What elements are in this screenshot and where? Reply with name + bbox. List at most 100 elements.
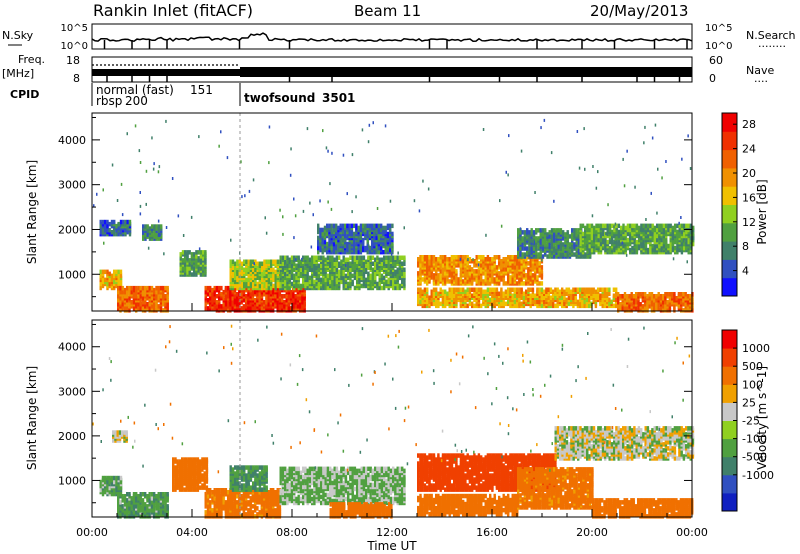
heatmap-cell — [385, 269, 388, 275]
heatmap-cell — [119, 219, 123, 225]
heatmap-cell — [360, 261, 363, 266]
heatmap-cell — [678, 231, 681, 237]
heatmap-cell — [391, 241, 394, 247]
heatmap-cell — [386, 245, 390, 251]
heatmap-cell — [620, 241, 623, 247]
heatmap-cell — [489, 277, 492, 282]
heatmap-cell — [245, 277, 248, 283]
heatmap-cell — [562, 252, 565, 257]
heatmap-cell — [369, 255, 372, 260]
heatmap-cell — [360, 283, 363, 289]
heatmap-cell — [611, 229, 614, 235]
scatter-cell — [295, 258, 297, 262]
heatmap-cell — [675, 296, 678, 301]
heatmap-cell — [521, 230, 524, 235]
heatmap-cell — [527, 261, 530, 266]
heatmap-cell — [139, 300, 142, 305]
heatmap-cell — [608, 301, 611, 307]
heatmap-cell — [548, 234, 551, 239]
heatmap-cell — [324, 257, 327, 262]
heatmap-cell — [108, 231, 111, 237]
heatmap-cell — [683, 233, 686, 239]
heatmap-cell — [471, 259, 474, 264]
heatmap-cell — [678, 223, 681, 229]
heatmap-cell — [475, 301, 478, 307]
heatmap-cell — [507, 255, 510, 260]
heatmap-cell — [338, 269, 341, 275]
scatter-cell — [367, 140, 370, 144]
heatmap-cell — [588, 227, 591, 233]
heatmap-cell — [453, 287, 456, 292]
heatmap-cell — [251, 289, 255, 295]
heatmap-cell — [575, 228, 578, 233]
heatmap-cell — [322, 285, 325, 291]
heatmap-cell — [635, 223, 639, 229]
heatmap-cell — [638, 225, 641, 231]
heatmap-cell — [419, 255, 422, 260]
heatmap-cell — [601, 299, 604, 305]
heatmap-cell — [349, 255, 352, 260]
heatmap-cell — [261, 283, 264, 289]
heatmap-cell — [484, 271, 487, 276]
heatmap-cell — [220, 292, 223, 297]
heatmap-cell — [130, 289, 133, 295]
heatmap-cell — [346, 233, 349, 239]
heatmap-cell — [304, 275, 307, 281]
heatmap-cell — [335, 255, 339, 260]
heatmap-cell — [667, 227, 670, 233]
scatter-cell — [116, 199, 119, 202]
heatmap-cell — [540, 269, 544, 274]
heatmap-cell — [529, 293, 532, 298]
heatmap-cell — [566, 230, 569, 235]
heatmap-cell — [417, 257, 420, 262]
scatter-cell — [368, 123, 371, 127]
heatmap-cell — [573, 232, 576, 237]
heatmap-cell — [537, 228, 540, 233]
heatmap-cell — [626, 294, 629, 299]
heatmap-cell — [272, 283, 275, 289]
heatmap-cell — [150, 285, 154, 291]
scatter-cell — [230, 238, 232, 242]
scatter-cell — [293, 236, 295, 240]
heatmap-cell — [653, 294, 656, 299]
heatmap-region — [279, 255, 406, 291]
heatmap-cell — [236, 283, 239, 289]
scatter-cell — [680, 216, 682, 219]
heatmap-cell — [566, 246, 569, 251]
heatmap-cell — [608, 239, 612, 245]
heatmap-cell — [597, 293, 600, 298]
scatter-cell — [103, 241, 105, 245]
heatmap-cell — [520, 277, 523, 282]
heatmap-cell — [579, 247, 582, 253]
heatmap-cell — [276, 259, 280, 264]
heatmap-cell — [575, 232, 578, 237]
scatter-cell — [681, 157, 683, 161]
heatmap-cell — [371, 275, 375, 281]
heatmap-cell — [128, 289, 131, 295]
heatmap-cell — [356, 275, 359, 281]
heatmap-cell — [236, 259, 239, 264]
heatmap-cell — [313, 279, 316, 285]
y-tick-label: 3000 — [58, 179, 86, 192]
heatmap-cell — [322, 265, 325, 270]
heatmap-cell — [417, 287, 420, 292]
heatmap-cell — [344, 249, 347, 255]
heatmap-cell — [126, 298, 129, 303]
heatmap-cell — [528, 236, 531, 241]
heatmap-cell — [448, 279, 451, 284]
heatmap-cell — [373, 249, 376, 255]
heatmap-cell — [606, 239, 609, 245]
date-title: 20/May/2013 — [590, 2, 688, 20]
heatmap-cell — [101, 269, 105, 275]
heatmap-cell — [342, 271, 345, 277]
heatmap-cell — [347, 257, 350, 262]
heatmap-cell — [117, 269, 120, 275]
scatter-cell — [265, 231, 268, 235]
power-y-label: Slant Range [km] — [25, 160, 39, 264]
heatmap-cell — [647, 247, 650, 253]
heatmap-cell — [620, 225, 623, 231]
heatmap-cell — [233, 308, 237, 313]
heatmap-cell — [608, 297, 611, 303]
heatmap-cell — [344, 265, 348, 270]
heatmap-cell — [421, 255, 424, 260]
